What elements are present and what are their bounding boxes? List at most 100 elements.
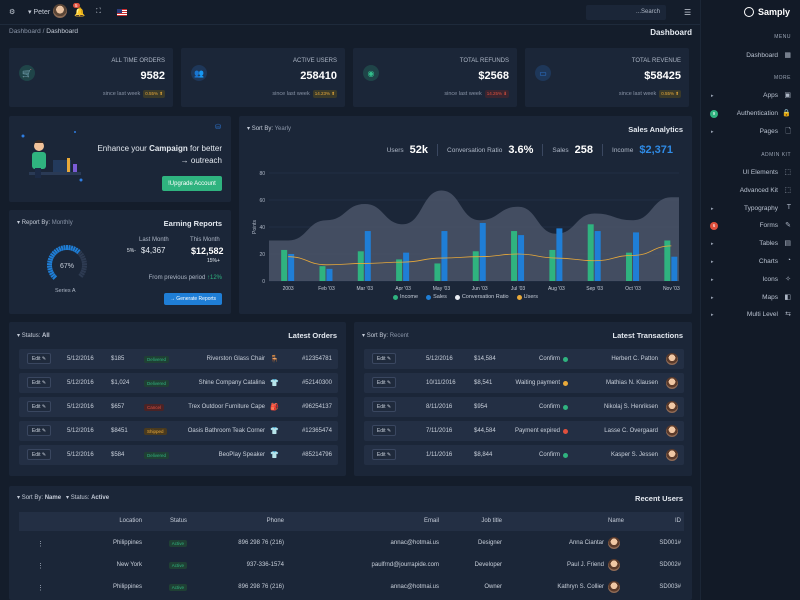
sidebar-icon: ▤ [784,240,791,248]
notification-badge: 5 [73,3,80,8]
sidebar-icon: ◔ [786,257,791,264]
user-menu[interactable]: ▾ Peter [28,8,51,17]
generate-reports-button[interactable]: → Generate Reports [164,293,222,305]
column-header[interactable]: Job title [481,518,502,524]
gauge-segment [53,248,59,255]
gear-icon[interactable]: ⚙ [9,9,16,16]
megaphone-icon: ⛁ [215,124,221,131]
edit-button[interactable]: Edit ✎ [27,353,51,364]
sidebar: Samply MENU Dashboard ▦ MORE Apps ▣ ▸ Authe… [700,0,800,600]
flag-icon[interactable] [117,9,127,16]
order-row[interactable]: Edit ✎ 5/12/2016 $584 Delivered BeoPlay Spea… [19,445,338,465]
transaction-row[interactable]: Edit ✎ 1/11/2016 $8,844 Confirm Kasper S. Je… [364,445,684,465]
legend-swatch [454,294,460,300]
campaign-text: Enhance your Campaign for better [97,144,222,153]
order-price: $584 [111,452,125,458]
transaction-row[interactable]: Edit ✎ 8/11/2016 $954 Confirm Nikolaj S. Hen… [364,397,684,417]
order-date: 5/12/2016 [67,428,94,434]
legend-label: Users [523,294,538,300]
sidebar-item-tables[interactable]: Tables [759,240,778,248]
campaign-illustration [21,131,83,182]
edit-button[interactable]: Edit ✎ [372,449,396,460]
stat-since: since last week 0.55% ⬆ [103,90,165,98]
sidebar-item-charts[interactable]: Charts [758,258,778,265]
orders-status-label: Status: [21,333,41,339]
transactions-title: Latest Transactions [612,331,683,340]
order-row[interactable]: Edit ✎ 5/12/2016 $657 Cancel Trex Outdoor Fu… [19,397,338,417]
edit-button[interactable]: Edit ✎ [27,449,51,460]
transaction-amount: $8,844 [474,452,493,458]
gauge-segment [80,269,87,274]
legend-item[interactable]: Conversation Ratio [454,294,509,300]
row-menu-icon[interactable]: ⋮ [37,585,44,592]
sidebar-item-ui-elements[interactable]: UI Elements [742,169,778,176]
analytics-sortby[interactable]: ▾ Sort By: Yearly [247,126,292,132]
order-row[interactable]: Edit ✎ 5/12/2016 $8451 Shipped Oasis Bathroo… [19,421,338,441]
sidebar-icon: ⬚ [784,186,791,194]
order-row[interactable]: Edit ✎ 5/12/2016 $185 Delivered Riverston Gl… [19,349,338,369]
x-tick-label: Sep '03 [586,286,603,292]
edit-button[interactable]: Edit ✎ [372,377,396,388]
fullscreen-icon[interactable]: ⛶ [96,8,101,15]
edit-button[interactable]: Edit ✎ [372,401,396,412]
order-status-badge: Delivered [144,451,170,459]
x-tick-label: May '03 [433,286,451,292]
column-header[interactable]: Email [423,518,439,524]
breadcrumb-root[interactable]: Dashboard [9,28,41,35]
chevron-right-icon: ▸ [711,259,714,265]
legend-item[interactable]: Sales [426,294,447,300]
earning-reportby[interactable]: ▾ Report By: Monthly [17,220,73,226]
order-status-badge: Shipped [144,427,167,435]
sidebar-item-authentication[interactable]: Authentication [736,109,778,117]
row-menu-icon[interactable]: ⋮ [37,563,44,570]
sidebar-item-advanced-kit[interactable]: Advanced Kit [739,186,778,194]
column-header[interactable]: ID [675,518,681,524]
order-product: Oasis Bathroom Teak Corner [187,428,265,434]
kpi-value: 52k [409,144,429,156]
column-header[interactable]: Phone [266,518,284,524]
order-status-badge: Delivered [144,355,170,363]
stat-since-label: since last week [272,91,310,97]
legend-label: Income [400,294,419,300]
sidebar-badge: 6 [710,222,718,231]
column-header[interactable]: Location [119,518,142,524]
column-header[interactable]: Status [169,518,187,524]
transaction-row[interactable]: Edit ✎ 7/11/2016 $44,584 Payment expired Las… [364,421,684,441]
edit-button[interactable]: Edit ✎ [27,377,51,388]
sidebar-item-multi-level[interactable]: Multi Level [746,311,778,319]
sidebar-item-pages[interactable]: Pages [759,127,778,135]
hamburger-icon[interactable]: ☰ [684,8,692,17]
sidebar-item-apps[interactable]: Apps [763,92,778,99]
orders-status-filter[interactable]: ▾ Status: All [17,333,50,339]
transaction-row[interactable]: Edit ✎ 5/12/2016 $14,584 Confirm Herbert C. … [364,349,684,369]
sidebar-item-forms[interactable]: Forms [759,222,778,230]
legend-item[interactable]: Users [516,294,538,300]
upgrade-account-button[interactable]: !Upgrade Account [162,176,222,191]
sidebar-item-typography[interactable]: Typography [744,204,778,212]
edit-button[interactable]: Edit ✎ [372,425,396,436]
order-row[interactable]: Edit ✎ 5/12/2016 $1,024 Delivered Shine Comp… [19,373,338,393]
search-input[interactable]: ...Search [586,5,666,20]
avatar[interactable] [53,4,67,18]
users-filters[interactable]: ▾ Sort By: Name ▾ Status: Active [17,495,110,501]
edit-button[interactable]: Edit ✎ [27,425,51,436]
column-header[interactable]: Name [607,518,624,524]
avatar [666,449,678,461]
bell-icon[interactable]: 🔔 [74,7,86,17]
edit-button[interactable]: Edit ✎ [372,353,396,364]
status-dot [563,428,568,434]
sidebar-item-dashboard[interactable]: Dashboard [746,52,778,59]
x-tick-label: 2003 [283,286,294,292]
brand[interactable]: Samply [743,7,790,17]
bar-sales [633,232,640,281]
row-menu-icon[interactable]: ⋮ [37,541,44,548]
sidebar-item-maps[interactable]: Maps [762,293,778,301]
y-axis-label: Points [252,220,258,234]
legend-item[interactable]: Income [393,294,418,300]
sidebar-item-icons[interactable]: Icons [762,275,778,283]
edit-button[interactable]: Edit ✎ [27,401,51,412]
transactions-sortby[interactable]: ▾ Sort By: Recent [362,333,409,339]
analytics-sortby-label: Sort By: [251,126,274,132]
transaction-row[interactable]: Edit ✎ 10/11/2016 $8,541 Waiting payment Mat… [364,373,684,393]
cash-icon: ▭ [535,65,551,81]
